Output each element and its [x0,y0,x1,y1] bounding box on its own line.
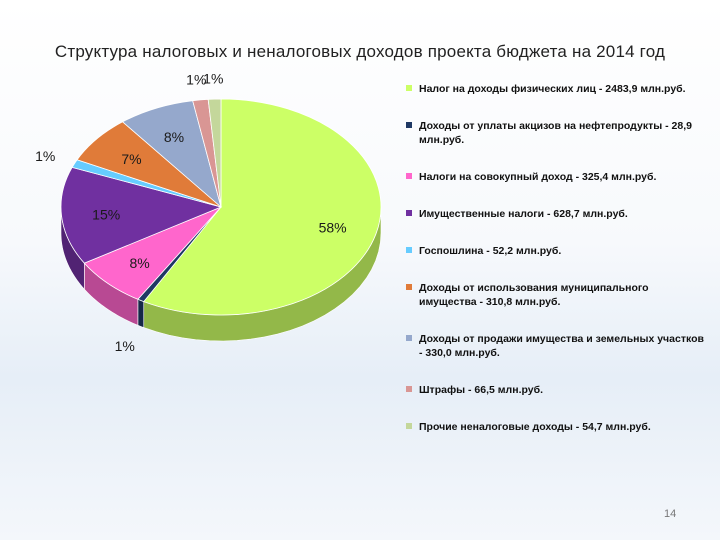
legend-swatch [406,247,412,253]
legend-label: Доходы от использования муниципального и… [419,282,649,308]
legend-item: Доходы от продажи имущества и земельных … [405,332,705,360]
pie-data-label-2: 8% [129,255,149,271]
pie-data-label-4: 1% [35,148,55,164]
pie-slice-3 [60,166,223,264]
pie-data-label-0: 58% [319,219,347,235]
legend-item: Доходы от использования муниципального и… [405,281,705,309]
legend-label: Штрафы - 66,5 млн.руб. [419,384,544,396]
legend-swatch [406,423,412,429]
legend-item: Госпошлина - 52,2 млн.руб. [405,244,705,258]
page-number: 14 [664,508,677,520]
legend-swatch [406,210,412,216]
legend-label: Прочие неналоговые доходы - 54,7 млн.руб… [419,421,651,433]
slide-title: Структура налоговых и неналоговых доходо… [54,42,666,61]
pie-top [60,98,382,316]
legend-swatch [406,335,412,341]
pie-side-1 [137,298,145,329]
legend-label: Доходы от уплаты акцизов на нефтепродукт… [419,120,692,146]
pie-labels: 58%1%8%15%1% 7%8%1%1% [35,71,347,355]
legend-label: Имущественные налоги - 628,7 млн.руб. [419,208,628,220]
pie-data-label-7: 1% [186,72,206,88]
legend-item: Доходы от уплаты акцизов на нефтепродукт… [405,119,705,147]
chart-legend: Налог на доходы физических лиц - 2483,9 … [405,82,705,457]
legend-item: Налоги на совокупный доход - 325,4 млн.р… [405,170,705,184]
legend-swatch [406,386,412,392]
legend-label: Госпошлина - 52,2 млн.руб. [419,245,562,257]
legend-swatch [406,85,412,91]
pie-data-label-5: 7% [121,151,141,167]
legend-item: Имущественные налоги - 628,7 млн.руб. [405,207,705,221]
legend-label: Налог на доходы физических лиц - 2483,9 … [419,83,686,95]
pie-data-label-8: 1% [203,71,223,87]
legend-label: Налоги на совокупный доход - 325,4 млн.р… [419,171,657,183]
legend-item: Прочие неналоговые доходы - 54,7 млн.руб… [405,420,705,434]
legend-label: Доходы от продажи имущества и земельных … [419,333,704,359]
pie-data-label-6: 8% [164,129,184,145]
pie-data-label-1: 1% [115,338,135,354]
pie-slice-8 [207,98,222,208]
legend-item: Налог на доходы физических лиц - 2483,9 … [405,82,705,96]
legend-swatch [406,173,412,179]
legend-item: Штрафы - 66,5 млн.руб. [405,383,705,397]
pie-data-label-3: 15% [92,207,120,223]
legend-swatch [406,284,412,290]
legend-swatch [406,122,412,128]
pie-slice-0 [143,98,382,316]
